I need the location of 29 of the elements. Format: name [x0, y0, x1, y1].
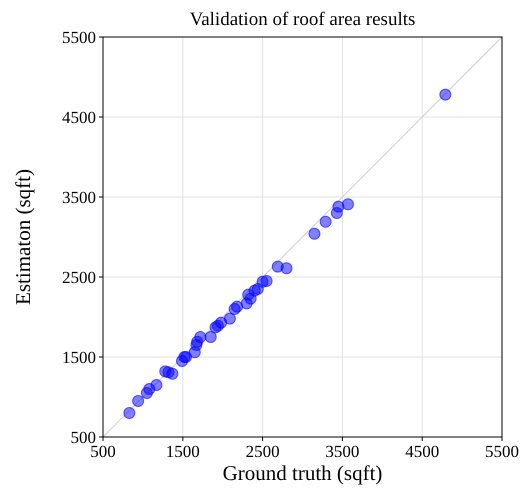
point [439, 88, 452, 101]
point [280, 262, 293, 274]
point [342, 198, 354, 210]
point [166, 368, 178, 380]
x-tick-label: 1500 [166, 442, 200, 461]
point [204, 331, 217, 343]
point [224, 312, 236, 325]
point [260, 275, 273, 287]
y-axis-title: Estimaton (sqft) [11, 169, 35, 305]
x-tick-label: 2500 [246, 442, 280, 461]
y-tick-label: 1500 [62, 348, 96, 367]
x-axis-title: Ground truth (sqft) [222, 461, 382, 485]
chart-title: Validation of roof area results [190, 9, 416, 30]
x-tick-label: 4500 [405, 442, 440, 461]
point [123, 407, 136, 419]
point [215, 316, 228, 329]
y-tick-label: 4500 [62, 108, 96, 127]
x-tick-label: 3500 [325, 442, 360, 461]
y-tick-label: 2500 [62, 268, 96, 287]
point [194, 331, 206, 343]
point [320, 216, 332, 228]
point [231, 300, 244, 313]
point [150, 379, 162, 391]
y-tick-label: 3500 [62, 188, 96, 207]
y-tick-label: 5500 [62, 28, 96, 47]
point [132, 395, 144, 407]
point [332, 200, 344, 213]
x-tick-label: 5500 [485, 442, 519, 461]
point [308, 228, 320, 240]
